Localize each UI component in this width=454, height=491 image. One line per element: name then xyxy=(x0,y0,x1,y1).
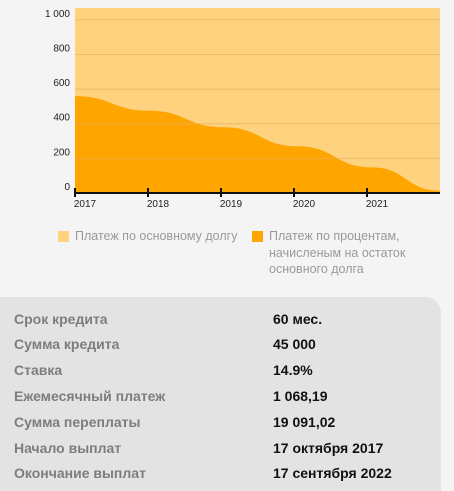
summary-row-end-date: Окончание выплат 17 сентября 2022 xyxy=(14,465,434,489)
summary-value: 60 мес. xyxy=(273,311,323,327)
x-tick-label: 2017 xyxy=(74,199,97,210)
summary-value: 1 068,19 xyxy=(273,388,328,404)
summary-row-term: Срок кредита 60 мес. xyxy=(14,311,434,335)
summary-value: 17 сентября 2022 xyxy=(273,465,392,481)
summary-row-rate: Ставка 14.9% xyxy=(14,362,434,386)
interest-area xyxy=(75,96,440,193)
y-tick-label: 600 xyxy=(53,78,70,89)
x-tick-label: 2021 xyxy=(366,199,389,210)
payment-chart: 0 200 400 600 800 1 000 2017 2018 2019 2020 2021 xyxy=(45,8,440,210)
summary-label: Начало выплат xyxy=(14,440,122,456)
summary-value: 19 091,02 xyxy=(273,414,336,430)
gridlines xyxy=(75,19,440,159)
legend-item-interest: Платеж по процентам, начисленым на остат… xyxy=(252,228,442,278)
y-axis: 0 200 400 600 800 1 000 xyxy=(45,9,70,193)
summary-label: Окончание выплат xyxy=(14,465,146,481)
summary-value: 17 октября 2017 xyxy=(273,440,384,456)
summary-label: Ежемесячный платеж xyxy=(14,388,166,404)
chart-legend: Платеж по основному долгу Платеж по проц… xyxy=(58,228,448,284)
summary-row-overpayment: Сумма переплаты 19 091,02 xyxy=(14,414,434,438)
y-tick-label: 200 xyxy=(53,147,70,158)
x-tick-label: 2018 xyxy=(147,199,170,210)
summary-label: Сумма переплаты xyxy=(14,414,141,430)
legend-swatch-interest xyxy=(252,231,263,242)
summary-row-amount: Сумма кредита 45 000 xyxy=(14,336,434,360)
summary-label: Сумма кредита xyxy=(14,336,120,352)
summary-value: 14.9% xyxy=(273,362,313,378)
y-tick-label: 800 xyxy=(53,43,70,54)
x-axis: 2017 2018 2019 2020 2021 xyxy=(74,188,440,210)
summary-value: 45 000 xyxy=(273,336,316,352)
y-tick-label: 1 000 xyxy=(45,9,70,20)
x-tick-label: 2019 xyxy=(220,199,243,210)
summary-row-monthly-payment: Ежемесячный платеж 1 068,19 xyxy=(14,388,434,412)
summary-label: Срок кредита xyxy=(14,311,108,327)
summary-row-start-date: Начало выплат 17 октября 2017 xyxy=(14,440,434,464)
summary-label: Ставка xyxy=(14,362,63,378)
y-tick-label: 400 xyxy=(53,113,70,124)
chart-areas xyxy=(75,8,440,193)
y-tick-label: 0 xyxy=(64,182,70,193)
loan-summary-panel: Срок кредита 60 мес. Сумма кредита 45 00… xyxy=(0,297,441,491)
legend-label-interest: Платеж по процентам, начисленым на остат… xyxy=(269,229,406,276)
legend-swatch-principal xyxy=(58,231,69,242)
x-tick-label: 2020 xyxy=(293,199,316,210)
legend-label-principal: Платеж по основному долгу xyxy=(75,229,238,243)
legend-item-principal: Платеж по основному долгу xyxy=(58,228,237,245)
